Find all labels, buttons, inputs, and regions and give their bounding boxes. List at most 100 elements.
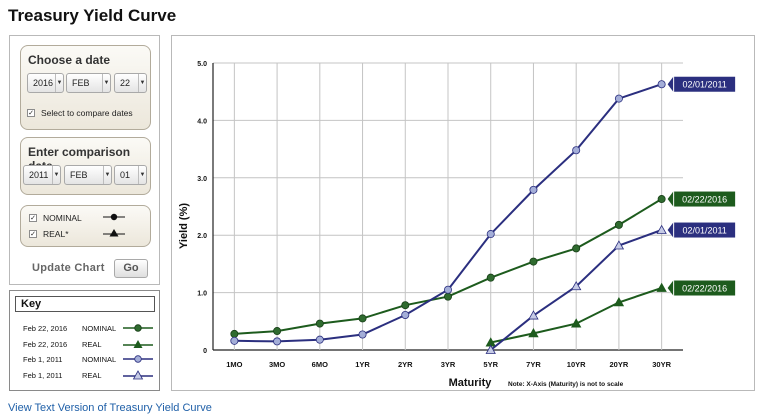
x-tick-label: 20YR (610, 360, 629, 369)
x-tick-label: 2YR (398, 360, 413, 369)
key-row-date: Feb 22, 2016 (23, 324, 68, 333)
day-select[interactable]: 22 ▼ (114, 73, 147, 93)
data-point (273, 327, 282, 336)
nominal-label: NOMINAL (43, 213, 82, 223)
real-marker-icon (103, 229, 125, 237)
data-point (529, 185, 538, 194)
data-point (443, 285, 452, 294)
real-label: REAL* (43, 229, 69, 239)
data-point (358, 330, 367, 339)
series-tag (673, 279, 737, 297)
data-point (358, 314, 367, 323)
type-filter-box: ✓ NOMINAL ✓ REAL* (20, 205, 151, 247)
data-point (656, 282, 667, 292)
data-point (401, 310, 410, 319)
comparison-year-value: 2011 (29, 170, 49, 180)
data-point (613, 297, 625, 307)
x-axis-note: Note: X-Axis (Maturity) is not to scale (508, 381, 624, 388)
series-tag (673, 221, 737, 239)
green-circle-marker-icon (123, 324, 153, 332)
x-tick-label: 30YR (652, 360, 671, 369)
x-tick-label: 5YR (483, 360, 498, 369)
month-select-value: FEB (72, 78, 90, 88)
month-select[interactable]: FEB ▼ (66, 73, 111, 93)
y-axis-label: Yield (%) (178, 203, 190, 249)
y-tick-label: 3.0 (197, 176, 207, 183)
real-checkbox[interactable]: ✓ (29, 230, 37, 238)
data-point (570, 280, 582, 291)
series-tag-pointer (667, 222, 674, 239)
data-point (273, 337, 282, 346)
data-point (570, 318, 582, 328)
nominal-checkbox[interactable]: ✓ (29, 214, 37, 222)
page-title: Treasury Yield Curve (8, 6, 177, 25)
comparison-month-select[interactable]: FEB ▼ (64, 165, 112, 185)
year-select[interactable]: 2016 ▼ (27, 73, 64, 93)
data-point (656, 224, 667, 234)
key-panel: Key Feb 22, 2016 NOMINAL Feb 22, 2016 RE… (9, 290, 160, 391)
series-tag-pointer (667, 280, 674, 297)
key-row-type: REAL (82, 371, 102, 380)
yield-curve-chart: Yield (%) Maturity Note: X-Axis (Maturit… (178, 61, 737, 389)
blue-circle-marker-icon (123, 355, 153, 363)
data-point (657, 80, 666, 89)
data-point (485, 344, 496, 354)
yield-curve-chart-panel: Yield (%) Maturity Note: X-Axis (Maturit… (171, 35, 755, 391)
data-point (486, 230, 495, 239)
green-triangle-marker-icon (123, 340, 153, 348)
comparison-year-select[interactable]: 2011 ▼ (23, 165, 61, 185)
nominal-marker-icon (103, 213, 125, 221)
series-tag-label: 02/01/2011 (682, 80, 726, 90)
series-tag-label: 02/22/2016 (682, 195, 727, 205)
x-tick-label: 10YR (567, 360, 586, 369)
x-tick-label: 7YR (526, 360, 541, 369)
choose-date-box: Choose a date 2016 ▼ FEB ▼ 22 ▼ ✓ Select… (20, 45, 151, 130)
blue-triangle-marker-icon (123, 370, 153, 380)
data-point (230, 329, 239, 338)
x-tick-label: 6MO (312, 360, 328, 369)
series-tag-pointer (667, 191, 674, 208)
data-point (613, 240, 625, 250)
y-tick-label: 2.0 (197, 233, 207, 240)
y-tick-label: 0 (203, 348, 207, 355)
x-axis-label: Maturity (449, 377, 493, 389)
x-tick-label: 3MO (269, 360, 285, 369)
series-tag-label: 02/01/2011 (682, 226, 726, 236)
chevron-down-icon: ▼ (138, 166, 146, 184)
data-point (528, 310, 539, 320)
chevron-down-icon: ▼ (55, 74, 63, 92)
text-version-link[interactable]: View Text Version of Treasury Yield Curv… (8, 402, 212, 414)
y-tick-label: 5.0 (197, 61, 207, 68)
key-row-type: REAL (82, 340, 102, 349)
go-button[interactable]: Go (114, 259, 148, 278)
comparison-day-select[interactable]: 01 ▼ (114, 165, 147, 185)
key-row-date: Feb 1, 2011 (23, 371, 63, 380)
key-title: Key (15, 296, 155, 312)
chevron-down-icon: ▼ (102, 74, 110, 92)
data-point (528, 328, 539, 338)
data-point (315, 335, 324, 344)
data-point (614, 220, 623, 229)
series-tag-pointer (667, 76, 674, 93)
data-point (486, 273, 495, 282)
day-select-value: 22 (120, 78, 131, 88)
data-point (401, 301, 410, 310)
x-tick-label: 1MO (226, 360, 242, 369)
data-point (443, 292, 452, 301)
series-tag-label: 02/22/2016 (682, 284, 727, 294)
x-tick-label: 1YR (355, 360, 370, 369)
x-tick-label: 3YR (441, 360, 456, 369)
compare-dates-checkbox[interactable]: ✓ (27, 109, 35, 117)
data-point (657, 195, 666, 204)
data-point (614, 94, 623, 103)
compare-dates-label: Select to compare dates (41, 108, 133, 118)
year-select-value: 2016 (33, 78, 54, 88)
chevron-down-icon: ▼ (52, 166, 60, 184)
chevron-down-icon: ▼ (103, 166, 111, 184)
y-tick-label: 1.0 (197, 291, 207, 298)
data-point (529, 257, 538, 266)
comparison-month-value: FEB (70, 170, 88, 180)
series-tag (673, 75, 737, 93)
update-chart-label: Update Chart (32, 262, 105, 274)
key-row-date: Feb 22, 2016 (23, 340, 68, 349)
